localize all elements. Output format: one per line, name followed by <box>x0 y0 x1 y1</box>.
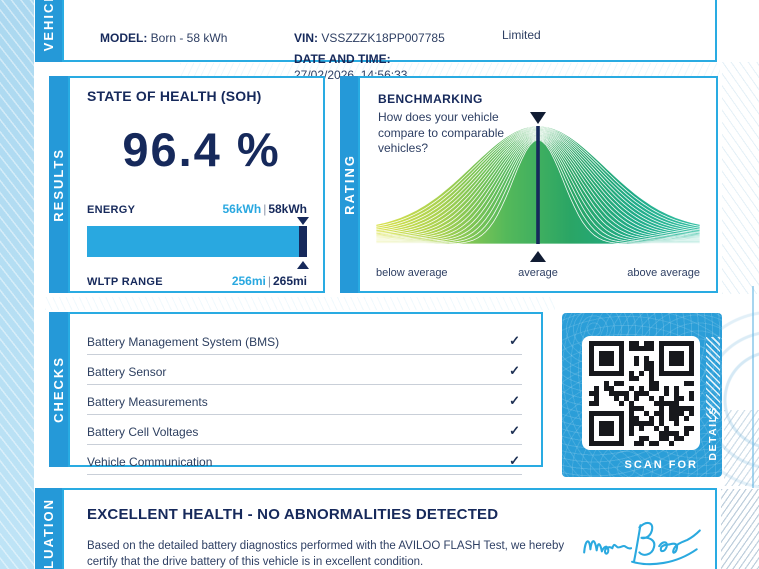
tab-results: RESULTS <box>49 76 68 293</box>
tick-above-average: above average <box>627 267 700 279</box>
energy-current: 56kWh <box>222 202 262 216</box>
decorative-pattern <box>180 63 720 76</box>
check-list: Battery Management System (BMS) ✓ Batter… <box>87 325 522 475</box>
vehicle-section: MODEL: Born - 58 kWh VIN: VSSZZZK18PP007… <box>62 0 717 82</box>
signature <box>583 521 701 566</box>
check-label: Battery Sensor <box>87 365 167 379</box>
tab-vehicle-label: VEHICLE <box>41 0 56 52</box>
soh-title: STATE OF HEALTH (SOH) <box>87 88 262 104</box>
check-pass-icon: ✓ <box>509 393 520 408</box>
evaluation-headline: EXCELLENT HEALTH - NO ABNORMALITIES DETE… <box>87 506 499 523</box>
check-label: Battery Measurements <box>87 395 208 409</box>
decorative-pattern <box>722 62 759 294</box>
datetime-label: DATE AND TIME: <box>294 52 391 66</box>
benchmark-chart: below average average above average <box>375 112 701 279</box>
qr-hatch-icon <box>706 337 720 419</box>
tab-evaluation-label: EVALUATION <box>41 498 56 569</box>
energy-values: 56kWh | 58kWh <box>222 202 308 216</box>
check-row: Battery Measurements ✓ <box>87 385 522 415</box>
check-label: Battery Management System (BMS) <box>87 335 280 349</box>
check-label: Battery Cell Voltages <box>87 425 199 439</box>
evaluation-section: EXCELLENT HEALTH - NO ABNORMALITIES DETE… <box>62 488 717 569</box>
tab-rating: RATING <box>340 76 358 293</box>
qr-section: SCAN FOR DETAILS <box>562 313 722 477</box>
bar-marker-up-icon <box>297 261 310 269</box>
soh-value: 96.4 % <box>122 123 281 176</box>
tick-average: average <box>518 267 558 279</box>
energy-bar-fill <box>87 226 300 257</box>
check-pass-icon: ✓ <box>509 363 520 378</box>
tab-evaluation: EVALUATION <box>35 488 62 569</box>
marker-triangle-down-icon <box>530 112 546 124</box>
check-pass-icon: ✓ <box>509 423 520 438</box>
bar-marker-down-icon <box>297 217 310 225</box>
tab-results-label: RESULTS <box>51 147 66 222</box>
energy-original: 58kWh <box>268 202 307 216</box>
benchmarking-title: BENCHMARKING <box>378 92 483 106</box>
check-row: Battery Cell Voltages ✓ <box>87 415 522 445</box>
details-label: DETAILS <box>707 406 719 461</box>
energy-row: ENERGY 56kWh | 58kWh <box>87 202 307 216</box>
model-label: MODEL: <box>100 31 148 45</box>
wltp-values: 256mi | 265mi <box>231 274 307 288</box>
scan-for-label: SCAN FOR <box>624 459 698 471</box>
tab-checks-label: CHECKS <box>51 356 66 423</box>
checks-section: Battery Management System (BMS) ✓ Batter… <box>68 312 543 475</box>
energy-label: ENERGY <box>87 204 136 216</box>
decorative-line <box>752 286 754 488</box>
qr-code <box>588 340 694 446</box>
check-row: Battery Sensor ✓ <box>87 355 522 385</box>
energy-bar-wrap <box>87 217 310 269</box>
vin-label: VIN: <box>294 31 318 45</box>
vin-field: VIN: VSSZZZK18PP007785 <box>294 31 445 45</box>
check-row: Battery Management System (BMS) ✓ <box>87 325 522 355</box>
decorative-hatch <box>724 410 759 486</box>
tab-rating-label: RATING <box>341 154 357 215</box>
check-row: Vehicle Communication ✓ <box>87 445 522 475</box>
benchmarking-subtitle: How does your vehicle compare to compara… <box>378 110 505 156</box>
wltp-current: 256mi <box>231 274 266 288</box>
model-value: Born - 58 kWh <box>150 31 228 45</box>
tick-below-average: below average <box>376 267 448 279</box>
tab-vehicle: VEHICLE <box>35 0 62 62</box>
rating-section: below average average above average BENC… <box>358 76 718 293</box>
average-marker-line <box>536 126 540 244</box>
model-field: MODEL: Born - 58 kWh <box>100 31 227 45</box>
energy-bar <box>87 226 307 257</box>
tab-checks: CHECKS <box>49 312 68 467</box>
check-pass-icon: ✓ <box>509 333 520 348</box>
trim-text: Limited <box>502 28 541 42</box>
decorative-hatch <box>721 489 759 569</box>
left-margin-pattern <box>0 0 34 569</box>
decorative-pattern <box>45 297 555 310</box>
evaluation-body: Based on the detailed battery diagnostic… <box>87 540 565 569</box>
marker-triangle-up-icon <box>530 251 546 262</box>
check-pass-icon: ✓ <box>509 453 520 468</box>
check-label: Vehicle Communication <box>87 455 213 469</box>
qr-panel <box>582 336 700 450</box>
results-section: STATE OF HEALTH (SOH) 96.4 % ENERGY 56kW… <box>68 76 325 293</box>
wltp-label: WLTP RANGE <box>87 276 163 288</box>
wltp-original: 265mi <box>272 274 307 288</box>
vin-value: VSSZZZK18PP007785 <box>321 31 445 45</box>
wltp-row: WLTP RANGE 256mi | 265mi <box>87 274 307 288</box>
